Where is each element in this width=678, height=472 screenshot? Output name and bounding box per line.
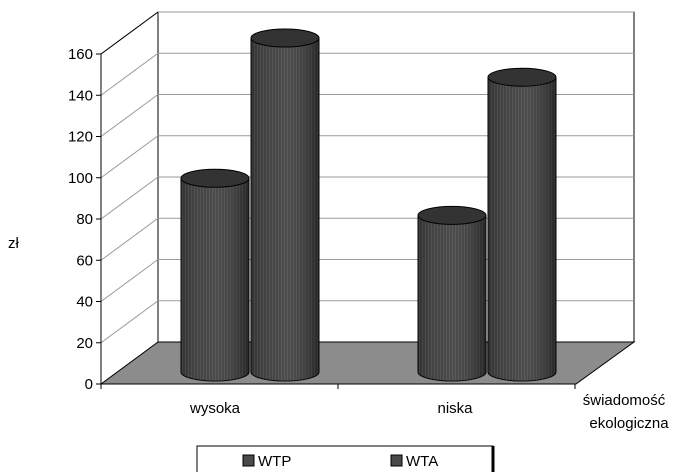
- legend-box: [196, 445, 494, 472]
- x-axis-label: świadomość ekologiczna: [583, 392, 670, 432]
- category-label-wysoka: wysoka: [189, 400, 241, 417]
- bars: [180, 28, 557, 382]
- bar-shading: [488, 77, 556, 381]
- bar-wta-niska: [487, 67, 557, 382]
- gridline-side: [100, 135, 159, 179]
- bar-top: [250, 28, 320, 48]
- bar-shading: [181, 178, 249, 381]
- y-tick-label: 120: [68, 129, 93, 146]
- gridline-side: [100, 300, 159, 344]
- legend: WTP WTA: [196, 445, 495, 472]
- gridline-side: [100, 217, 159, 261]
- x-axis-label-line1: świadomość: [583, 392, 666, 409]
- y-tick-label: 60: [76, 252, 93, 269]
- y-tick-label: 20: [76, 335, 93, 352]
- bar-shading: [418, 215, 486, 381]
- wall-top-edge: [100, 11, 159, 55]
- legend-label-wtp: WTP: [258, 453, 291, 470]
- y-tick-label: 0: [85, 376, 93, 393]
- category-label-niska: niska: [437, 400, 473, 417]
- legend-swatch-wta: [390, 454, 403, 467]
- bar-top: [417, 205, 487, 225]
- y-tick-label: 140: [68, 87, 93, 104]
- y-tick-label: 80: [76, 211, 93, 228]
- bar-shading: [251, 38, 319, 381]
- y-tick-label: 160: [68, 46, 93, 63]
- y-tick-label: 100: [68, 170, 93, 187]
- y-axis-ticks: 0 20 40 60 80 100 120 140 160: [68, 46, 101, 393]
- legend-label-wta: WTA: [406, 453, 438, 470]
- y-axis-label: zł: [8, 235, 20, 252]
- gridline-side: [100, 259, 159, 302]
- gridline-side: [100, 52, 159, 96]
- bar-top: [180, 168, 250, 188]
- gridline-side: [100, 94, 159, 137]
- x-axis-categories: wysoka niska: [100, 384, 576, 417]
- legend-swatch-wtp: [242, 454, 255, 467]
- y-tick-label: 40: [76, 294, 93, 311]
- bar-top: [487, 67, 557, 87]
- bar-wtp-niska: [417, 205, 487, 382]
- gridline-side: [100, 176, 159, 220]
- bar-wtp-wysoka: [180, 168, 250, 382]
- bar-wta-wysoka: [250, 28, 320, 382]
- x-axis-label-line2: ekologiczna: [589, 415, 669, 432]
